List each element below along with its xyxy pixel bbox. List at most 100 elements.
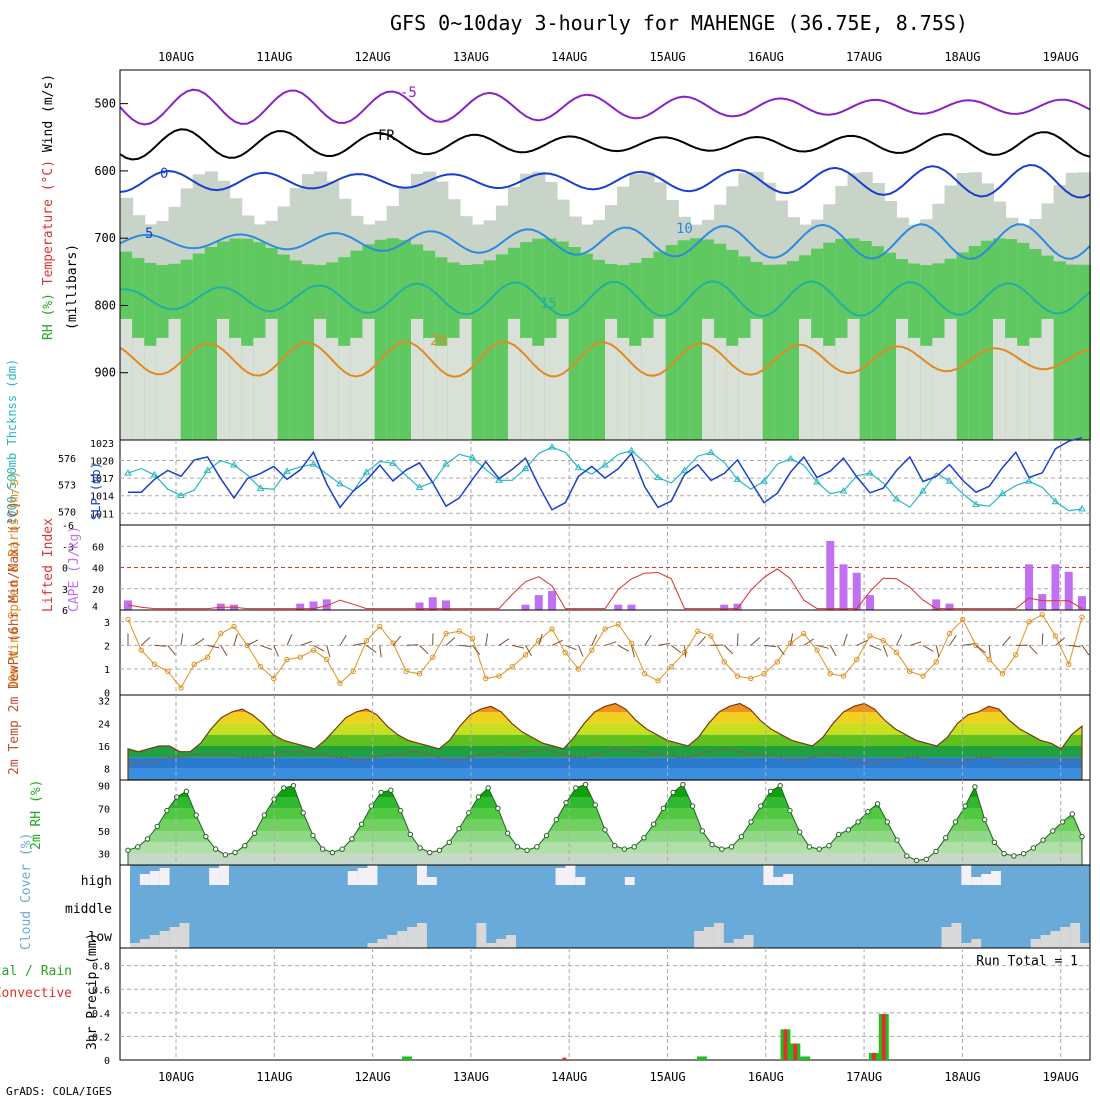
cloud-high-bar bbox=[783, 874, 794, 885]
rh-marker bbox=[222, 852, 229, 858]
rh-band-dry bbox=[350, 337, 364, 440]
wind-speed-marker bbox=[761, 671, 767, 677]
wind-speed-marker bbox=[165, 668, 171, 675]
wind-speed-marker bbox=[1079, 614, 1085, 620]
rh-marker bbox=[845, 827, 852, 833]
rh-band-50 bbox=[762, 264, 776, 440]
rh-bands bbox=[128, 784, 1082, 865]
rh-band-dry bbox=[823, 345, 837, 440]
rh-band-50 bbox=[301, 264, 315, 440]
cloud-low-bar bbox=[476, 923, 487, 948]
rh-band-dry bbox=[641, 337, 655, 440]
rh-marker bbox=[290, 782, 297, 789]
rh-band-dry bbox=[447, 337, 461, 440]
rh-band-dry bbox=[338, 345, 352, 440]
rh-band-dry bbox=[1029, 337, 1043, 440]
wind-speed-marker bbox=[695, 628, 701, 634]
date-label-bottom: 17AUG bbox=[846, 1070, 882, 1084]
cloud-level-label: middle bbox=[65, 902, 112, 917]
temp-contour-label: 5 bbox=[145, 226, 153, 242]
thickness-marker bbox=[813, 478, 821, 485]
cloud-low-bar bbox=[387, 935, 398, 948]
wind-barb bbox=[1002, 636, 1011, 646]
cloud-high-bar bbox=[624, 877, 635, 885]
wind-speed-marker bbox=[1013, 652, 1019, 658]
wind-barb bbox=[525, 645, 532, 657]
wind-tick: 1 bbox=[104, 665, 110, 676]
cloud-low-bar bbox=[961, 943, 972, 948]
wind-speed-marker bbox=[297, 654, 303, 660]
rh-tick: 50 bbox=[98, 827, 110, 838]
wind-barb bbox=[180, 633, 184, 646]
rh-band-dry bbox=[362, 318, 376, 440]
rh-band-dry bbox=[835, 337, 849, 440]
wind-speed-marker bbox=[363, 637, 370, 644]
rh-marker bbox=[339, 846, 345, 852]
wind-barb bbox=[565, 644, 577, 651]
wind-speed-marker bbox=[893, 649, 900, 656]
rh-band-dry bbox=[617, 337, 631, 440]
wind-speed-marker bbox=[774, 659, 780, 665]
wind-speed-marker bbox=[748, 675, 754, 682]
thickness-marker bbox=[415, 483, 424, 490]
thickness-marker bbox=[919, 487, 927, 494]
rh-band-dry bbox=[265, 318, 279, 440]
wind-speed-marker bbox=[946, 630, 953, 637]
rh-band-dry bbox=[629, 345, 643, 440]
temp-contour-label: 15 bbox=[540, 296, 557, 312]
wind-barb bbox=[975, 645, 986, 654]
rh-marker bbox=[913, 857, 920, 864]
rh-marker bbox=[378, 789, 384, 796]
date-label-bottom: 10AUG bbox=[158, 1070, 194, 1084]
cloud-high-bar bbox=[575, 877, 586, 885]
rh-marker bbox=[767, 788, 774, 795]
cloud-low-bar bbox=[694, 931, 705, 948]
temp-band bbox=[128, 712, 1082, 724]
slp-line bbox=[128, 436, 1083, 511]
wind-speed-marker bbox=[350, 668, 356, 675]
footer-credit: GrADS: COLA/IGES bbox=[6, 1085, 112, 1098]
rh-band-dry bbox=[847, 318, 861, 440]
cloud-high-bar bbox=[961, 865, 972, 885]
wind-speed-marker bbox=[973, 642, 979, 649]
cape-tick: 20 bbox=[92, 585, 104, 596]
cloud-low-bar bbox=[139, 939, 150, 948]
rh-marker bbox=[534, 844, 540, 850]
rh-band-dry bbox=[459, 318, 473, 440]
rh-band-50 bbox=[665, 245, 679, 440]
wind-barb bbox=[697, 636, 707, 646]
temp-line bbox=[127, 702, 1083, 781]
rh-marker bbox=[1069, 811, 1075, 817]
rh-band-dry bbox=[132, 337, 146, 440]
cape-bar bbox=[442, 600, 450, 610]
date-label-top: 13AUG bbox=[453, 50, 489, 64]
thickness-marker bbox=[1025, 477, 1033, 484]
rh-marker bbox=[193, 812, 199, 818]
wind-barb bbox=[419, 645, 429, 655]
rh-band-dry bbox=[217, 318, 231, 440]
rh-band-dry bbox=[544, 337, 558, 440]
temp-tick: 24 bbox=[98, 719, 110, 730]
wind-speed-marker bbox=[231, 623, 237, 630]
rh-band-dry bbox=[253, 337, 267, 440]
rh-marker bbox=[865, 809, 871, 815]
precip-convective-bar bbox=[562, 1057, 567, 1060]
rh-band-dry bbox=[605, 318, 619, 440]
cloud-high-bar bbox=[981, 874, 992, 885]
rh-band-50 bbox=[956, 252, 970, 440]
rh-band-50 bbox=[386, 238, 400, 440]
thickness-marker bbox=[998, 489, 1007, 497]
cloud-low-bar bbox=[417, 923, 427, 948]
wind-speed-marker bbox=[430, 654, 436, 660]
rh-marker bbox=[592, 802, 598, 808]
cloud-high-bar bbox=[971, 877, 982, 885]
rh-marker bbox=[436, 847, 443, 853]
temp-bands bbox=[128, 703, 1082, 780]
date-label-top: 12AUG bbox=[355, 50, 391, 64]
rh-band-dry bbox=[229, 337, 243, 440]
thickness-tick: 570 bbox=[58, 508, 76, 519]
rh-marker bbox=[563, 799, 569, 806]
rh-band-50 bbox=[859, 240, 873, 440]
cape-bar bbox=[1051, 564, 1060, 610]
precip-convective-bar bbox=[881, 1014, 886, 1060]
